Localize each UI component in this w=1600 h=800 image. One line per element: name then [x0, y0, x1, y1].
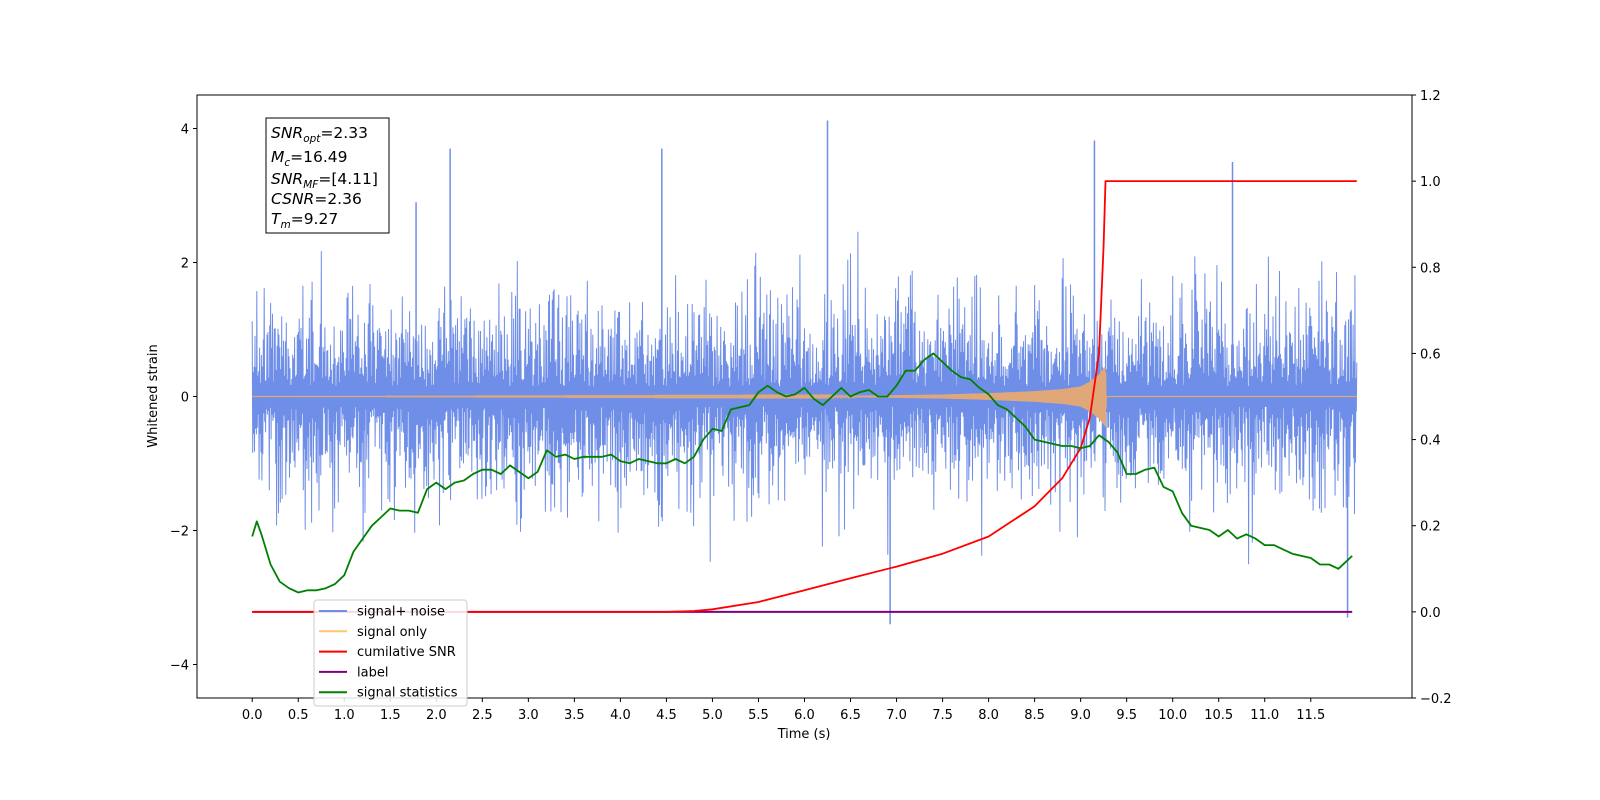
x-tick-label: 1.5 — [380, 708, 401, 723]
legend-label: signal statistics — [357, 686, 458, 701]
x-tick-label: 3.0 — [518, 708, 539, 723]
x-tick-label: 5.5 — [748, 708, 769, 723]
legend: signal+ noise signal only cumilative SNR la… — [313, 599, 468, 707]
legend-label: cumilative SNR — [357, 645, 456, 660]
annotation-box: SNRopt=2.33 Mc=16.49 SNRMF=[4.11] CSNR=2… — [265, 117, 390, 234]
x-tick-label: 7.5 — [932, 708, 953, 723]
annotation-snr-opt: SNRopt=2.33 — [271, 124, 368, 145]
series-cumulative-snr — [252, 180, 1357, 613]
y-tick-label: 4 — [181, 123, 189, 138]
x-tick-label: 5.0 — [702, 708, 723, 723]
x-tick-label: 6.0 — [794, 708, 815, 723]
x-tick-label: 3.5 — [564, 708, 585, 723]
x-tick-label: 0.5 — [288, 708, 309, 723]
x-tick-label: 1.0 — [334, 708, 355, 723]
annotation-mc: Mc=16.49 — [271, 148, 348, 169]
y-tick-label: −4 — [170, 659, 189, 674]
y2-tick-label: 0.6 — [1420, 347, 1441, 362]
x-tick-label: 4.0 — [610, 708, 631, 723]
y-tick-label: −2 — [170, 525, 189, 540]
y2-tick-label: 0.0 — [1420, 606, 1441, 621]
x-tick-label: 6.5 — [840, 708, 861, 723]
annotation-tm: Tm=9.27 — [271, 210, 338, 231]
x-tick-label: 9.5 — [1116, 708, 1137, 723]
x-tick-label: 10.5 — [1204, 708, 1233, 723]
y2-tick-label: −0.2 — [1420, 692, 1452, 707]
x-tick-label: 2.5 — [472, 708, 493, 723]
x-tick-label: 0.0 — [242, 708, 263, 723]
y-axis-label: Whitened strain — [146, 344, 161, 447]
legend-label: signal+ noise — [357, 605, 445, 620]
y2-tick-label: 1.2 — [1420, 89, 1441, 104]
annotation-csnr: CSNR=2.36 — [271, 190, 362, 208]
series-signal-only — [252, 366, 1357, 427]
series-signal-noise-extremes — [415, 120, 1349, 625]
x-axis-label: Time (s) — [777, 727, 831, 742]
y2-tick-label: 0.4 — [1420, 434, 1441, 449]
series-signal-noise — [251, 231, 1358, 565]
x-tick-label: 2.0 — [426, 708, 447, 723]
x-tick-label: 4.5 — [656, 708, 677, 723]
x-tick-label: 11.5 — [1296, 708, 1325, 723]
x-tick-label: 7.0 — [886, 708, 907, 723]
y-tick-label: 2 — [181, 257, 189, 272]
annotation-snr-mf: SNRMF=[4.11] — [271, 170, 378, 191]
legend-label: label — [357, 665, 388, 680]
y2-tick-label: 1.0 — [1420, 175, 1441, 190]
x-tick-label: 8.0 — [978, 708, 999, 723]
series-signal-statistics — [251, 352, 1353, 594]
x-tick-label: 9.0 — [1070, 708, 1091, 723]
x-tick-label: 10.0 — [1158, 708, 1187, 723]
y2-tick-label: 0.8 — [1420, 261, 1441, 276]
x-tick-label: 8.5 — [1024, 708, 1045, 723]
legend-label: signal only — [357, 625, 427, 640]
y-tick-label: 0 — [181, 391, 189, 406]
x-tick-label: 11.0 — [1250, 708, 1279, 723]
y2-tick-label: 0.2 — [1420, 520, 1441, 535]
